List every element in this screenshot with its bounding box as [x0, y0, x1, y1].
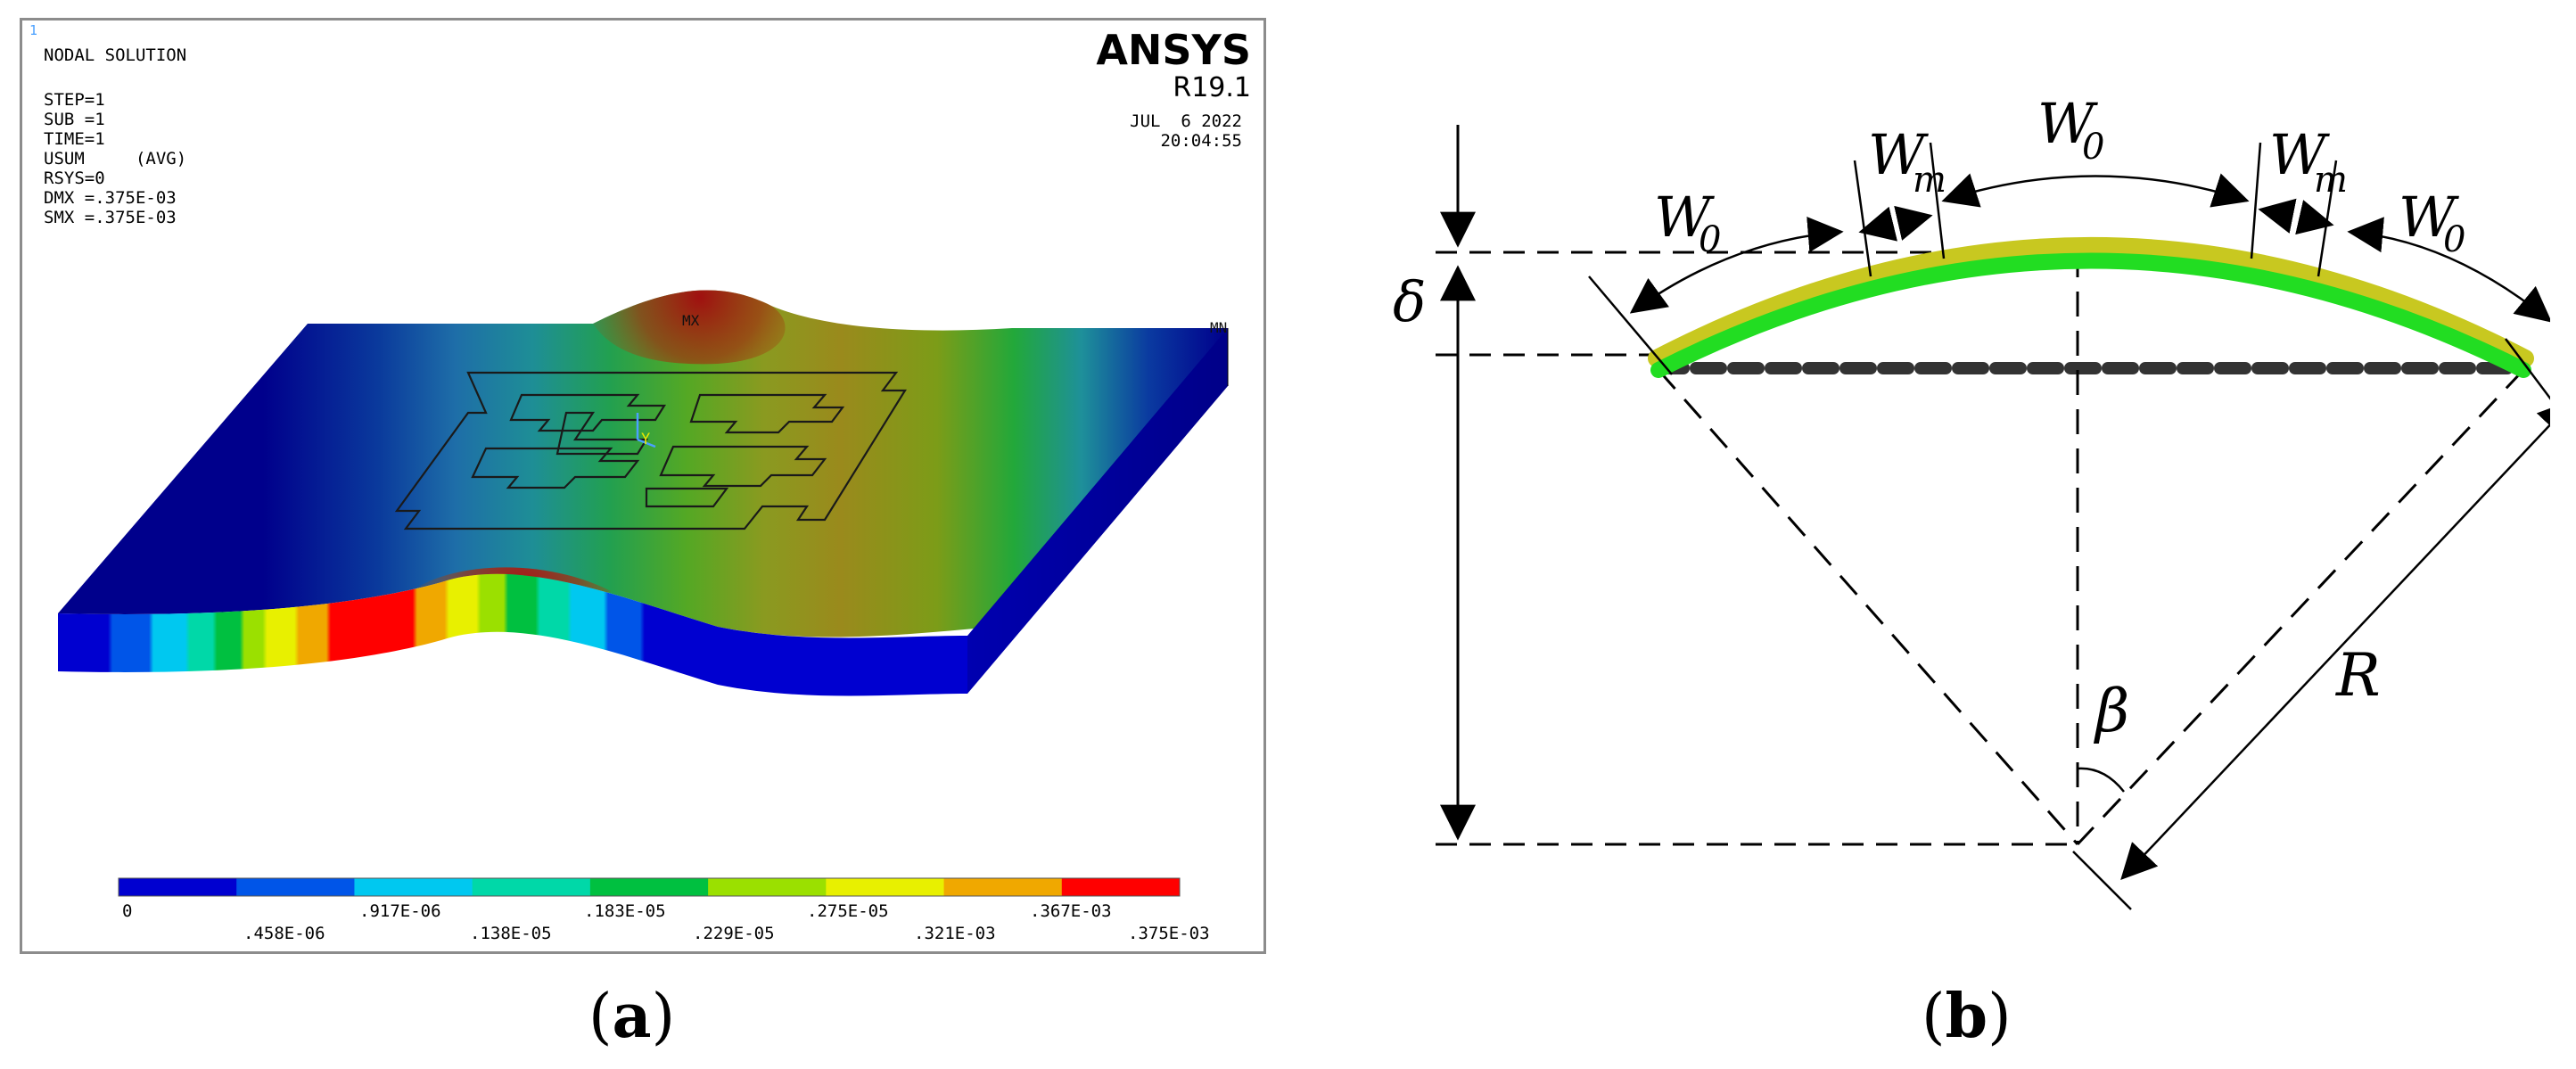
caption-a: (a): [588, 981, 675, 1052]
label-w0-mid-sub: 0: [2082, 127, 2104, 168]
electrode-pattern: [394, 371, 907, 530]
legend-swatch-4: [589, 878, 709, 896]
panel-b-geometry-diagram: W 0 W m W 0 W m W 0 δ β R: [1393, 91, 2550, 910]
segment-tick-3: [2250, 142, 2262, 259]
legend-swatch-3: [472, 878, 591, 896]
legend-label-bottom-1: .138E-05: [470, 924, 552, 943]
legend-label-top-4: .367E-03: [1030, 901, 1112, 921]
w0-right-arrow: [2347, 217, 2550, 323]
legend-swatch-0: [119, 878, 237, 896]
wm-right-arrow-b: [2295, 200, 2334, 235]
info-usum: USUM (AVG): [44, 149, 187, 169]
legend-label-top-1: .917E-06: [359, 901, 441, 921]
wm-left-arrow-a: [1858, 206, 1897, 242]
caption-b-letter: b: [1945, 981, 1988, 1052]
label-beta: β: [2093, 677, 2129, 745]
plot-title: NODAL SOLUTION: [44, 45, 187, 65]
radius-dimension-arrow: [2120, 399, 2550, 880]
info-time: TIME=1: [44, 129, 105, 149]
legend-bottom-labels: .458E-06 .138E-05 .229E-05 .321E-03 .375…: [243, 924, 1210, 943]
mx-marker-label: MX: [682, 312, 700, 329]
radius-ext-bottom: [2072, 851, 2132, 910]
ansys-version: R19.1: [1173, 72, 1251, 103]
caption-a-close: ): [651, 982, 676, 1052]
plot-time: 20:04:55: [1160, 131, 1242, 151]
label-w0-left: W: [1654, 185, 1715, 250]
legend-label-bottom-3: .321E-03: [914, 924, 996, 943]
wm-right-arrow-a: [2258, 198, 2297, 234]
label-w0-right-sub: 0: [2443, 219, 2465, 260]
info-rsys: RSYS=0: [44, 169, 105, 188]
plate-side-face: [967, 328, 1228, 694]
legend-label-top-3: .275E-05: [807, 901, 889, 921]
legend-label-bottom-2: .229E-05: [693, 924, 775, 943]
end-tick-right: [2505, 338, 2550, 400]
legend-swatch-7: [943, 878, 1063, 896]
legend-top-labels: 0 .917E-06 .183E-05 .275E-05 .367E-03: [122, 901, 1112, 921]
label-w0-left-sub: 0: [1699, 219, 1721, 260]
axis-label-y: Y: [641, 431, 650, 448]
radius-left: [1657, 369, 2079, 845]
wm-left-arrow-b: [1894, 205, 1933, 241]
beta-angle-arc: [2077, 767, 2125, 793]
plate-top-surface: [58, 290, 1228, 637]
panel-a-ansys-window: 1 NODAL SOLUTION STEP=1 SUB =1 TIME=1 US…: [20, 18, 1266, 954]
info-dmx: DMX =.375E-03: [44, 188, 177, 208]
caption-a-open: (: [588, 982, 613, 1052]
legend-label-bottom-0: .458E-06: [243, 924, 325, 943]
legend-swatch-8: [1061, 878, 1181, 896]
caption-b-close: ): [1988, 982, 2012, 1052]
legend-label-bottom-4: .375E-03: [1128, 924, 1210, 943]
axis-line-x: [637, 438, 656, 448]
legend-border: [118, 877, 1181, 897]
plate-front-face: [58, 573, 967, 696]
fem-plate-model: Y MX MN 0 .917E-06 .183E-05 .275E-05 .36…: [58, 290, 1229, 943]
legend-swatch-1: [236, 878, 355, 896]
legend-swatch-5: [708, 878, 827, 896]
color-legend: [118, 877, 1181, 897]
label-wm-left-sub: m: [1913, 160, 1946, 201]
info-step: STEP=1: [44, 90, 105, 110]
legend-swatch-6: [826, 878, 945, 896]
end-tick-left: [1588, 275, 1673, 375]
arc-inner-layer: [1650, 252, 2531, 378]
legend-label-top-2: .183E-05: [584, 901, 666, 921]
segment-tick-2: [1929, 142, 1946, 259]
info-smx: SMX =.375E-03: [44, 208, 177, 227]
legend-swatch-2: [354, 878, 473, 896]
legend-label-top-0: 0: [122, 901, 132, 921]
ansys-brand: ANSYS: [1096, 26, 1251, 74]
label-w0-right: W: [2399, 185, 2459, 250]
caption-a-letter: a: [612, 981, 652, 1052]
radius-right: [2076, 368, 2525, 846]
w0-mid-arrow: [1941, 173, 2250, 208]
window-number: 1: [29, 22, 38, 38]
mn-marker-label: MN: [1210, 319, 1227, 336]
label-radius: R: [2335, 641, 2381, 710]
label-delta: δ: [1393, 269, 1426, 334]
plot-date: JUL 6 2022: [1130, 111, 1242, 131]
label-wm-right-sub: m: [2314, 160, 2348, 201]
w0-left-arrow: [1629, 217, 1844, 314]
label-wm-right: W: [2269, 122, 2330, 187]
caption-b: (b): [1922, 981, 2012, 1052]
caption-b-open: (: [1922, 982, 1946, 1052]
label-wm-left: W: [1868, 122, 1929, 187]
label-w0-mid: W: [2037, 91, 2098, 156]
info-sub: SUB =1: [44, 110, 105, 129]
hot-zone-top: [593, 290, 786, 365]
